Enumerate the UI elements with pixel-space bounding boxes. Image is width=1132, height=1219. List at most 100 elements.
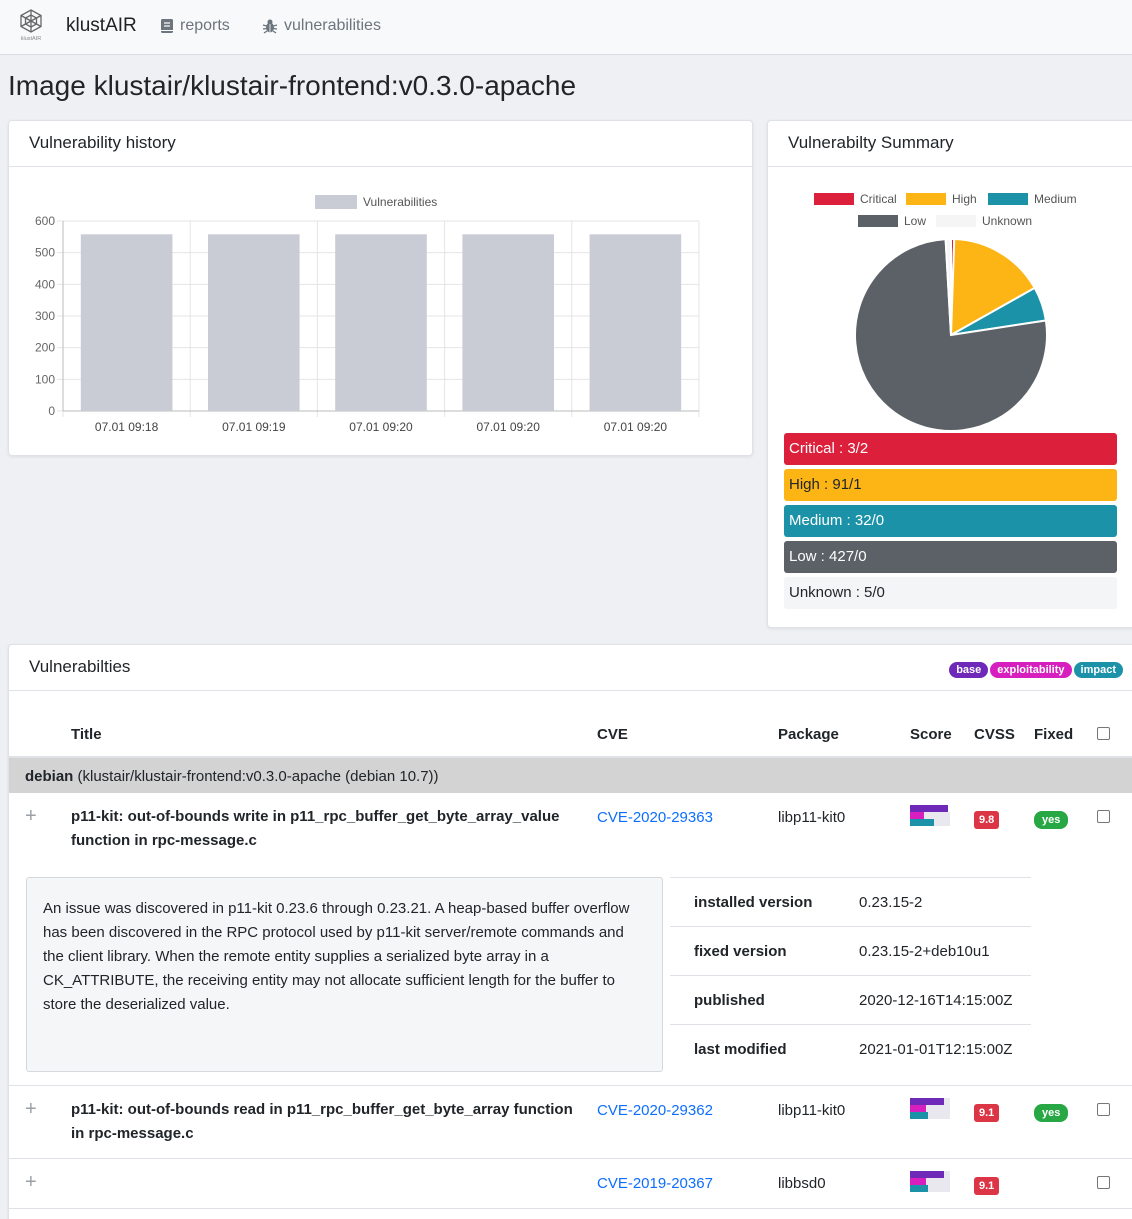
column-cve[interactable]: CVE [597, 726, 628, 743]
row-divider [9, 1158, 1132, 1159]
vuln-title: p11-kit: out-of-bounds read in p11_rpc_b… [71, 1101, 573, 1142]
score-legend: base exploitability impact [949, 662, 1123, 678]
bug-icon [262, 19, 278, 34]
cve-link[interactable]: CVE-2020-29362 [597, 1102, 713, 1119]
nav-vulnerabilities[interactable]: vulnerabilities [262, 17, 381, 35]
cve-link[interactable]: CVE-2019-20367 [597, 1175, 713, 1192]
brand-caption: klustAIR [21, 36, 42, 42]
vulnerability-history-card: Vulnerability history 0 100 200 300 400 500 60… [8, 120, 753, 456]
severity-bar-low: Low : 427/0 [784, 541, 1117, 573]
bar[interactable] [335, 234, 427, 411]
detail-value: 2020-12-16T14:15:00Z [859, 992, 1013, 1009]
legend-label: Unknown [982, 214, 1032, 228]
detail-label: last modified [694, 1041, 787, 1058]
column-score[interactable]: Score [910, 726, 952, 743]
detail-row-installed-version: installed version 0.23.15-2 [670, 877, 1031, 926]
group-row-debian: debian (klustair/klustair-frontend:v0.3.… [9, 758, 1132, 793]
score-chart-icon [910, 1171, 950, 1192]
fixed-badge: yes [1034, 811, 1069, 829]
page-title: Image klustair/klustair-frontend:v0.3.0-… [8, 70, 577, 101]
severity-bar-critical: Critical : 3/2 [784, 433, 1117, 465]
detail-value: 0.23.15-2 [859, 894, 923, 911]
row-checkbox[interactable] [1097, 1176, 1110, 1189]
vulnerability-summary-card: Vulnerabilty Summary Critical High Medium L… [767, 120, 1132, 628]
row-divider [9, 1208, 1132, 1209]
legend-swatch [988, 193, 1028, 205]
severity-bar-medium: Medium : 32/0 [784, 505, 1117, 537]
row-checkbox[interactable] [1097, 810, 1110, 823]
badge-impact: impact [1073, 662, 1123, 678]
navbar: klustAIR klustAIR reports vulnerabilitie… [0, 0, 1132, 55]
detail-label: fixed version [694, 943, 787, 960]
header-divider [9, 756, 1132, 758]
y-tick-label: 400 [35, 277, 55, 291]
detail-label: published [694, 992, 765, 1009]
detail-value: 2021-01-01T12:15:00Z [859, 1041, 1013, 1058]
y-tick-label: 300 [35, 309, 55, 323]
legend-swatch [906, 193, 946, 205]
package-name: libbsd0 [778, 1175, 826, 1192]
detail-label: installed version [694, 894, 813, 911]
column-cvss[interactable]: CVSS [974, 726, 1015, 743]
bar[interactable] [589, 234, 682, 411]
y-tick-label: 500 [35, 246, 55, 260]
x-tick-label: 07.01 09:18 [95, 420, 159, 434]
column-fixed[interactable]: Fixed [1034, 726, 1074, 743]
badge-base: base [949, 662, 989, 678]
badge-exploitability: exploitability [990, 662, 1072, 678]
bar[interactable] [80, 234, 173, 411]
legend-swatch [814, 193, 854, 205]
legend-swatch [315, 195, 357, 209]
legend-label: High [952, 192, 977, 206]
detail-row-last-modified: last modified 2021-01-01T12:15:00Z [670, 1024, 1031, 1073]
pie-slice-unknown[interactable] [944, 237, 952, 336]
x-tick-label: 07.01 09:20 [349, 420, 413, 434]
x-tick-label: 07.01 09:20 [604, 420, 668, 434]
row-checkbox[interactable] [1097, 1103, 1110, 1116]
column-package[interactable]: Package [778, 726, 839, 743]
bar[interactable] [208, 234, 300, 411]
brand-logo[interactable]: klustAIR [16, 8, 46, 42]
y-tick-label: 0 [48, 404, 55, 418]
y-tick-label: 600 [35, 214, 55, 228]
y-tick-label: 200 [35, 341, 55, 355]
vuln-title: p11-kit: out-of-bounds write in p11_rpc_… [71, 808, 560, 849]
detail-row-fixed-version: fixed version 0.23.15-2+deb10u1 [670, 926, 1031, 975]
legend-label: Critical [860, 192, 897, 206]
bar[interactable] [462, 234, 554, 411]
chart-legend: Vulnerabilities [315, 195, 437, 209]
legend-label: Medium [1034, 192, 1077, 206]
detail-value: 0.23.15-2+deb10u1 [859, 943, 990, 960]
legend-label: Vulnerabilities [363, 195, 437, 209]
score-chart-icon [910, 1098, 950, 1119]
cvss-badge: 9.8 [974, 811, 1000, 829]
vulnerability-history-chart: 0 100 200 300 400 500 600 07.01 09:18 07.01 09:1… [35, 195, 700, 434]
cvss-badge: 9.1 [974, 1177, 1000, 1195]
pie-slice-low[interactable] [854, 238, 1048, 432]
cvss-badge: 9.1 [974, 1104, 1000, 1122]
expand-icon[interactable]: + [25, 1098, 37, 1120]
vulnerability-summary-chart: Critical High Medium Low Unknown [814, 192, 1077, 432]
legend-swatch [936, 215, 976, 227]
vulnerability-summary-header: Vulnerabilty Summary [768, 121, 1132, 167]
score-chart-icon [910, 805, 950, 826]
select-all-checkbox[interactable] [1097, 727, 1110, 740]
pie-slice-high[interactable] [949, 238, 1037, 337]
x-tick-label: 07.01 09:20 [476, 420, 540, 434]
vuln-description: An issue was discovered in p11-kit 0.23.… [26, 877, 663, 1072]
expand-icon[interactable]: + [25, 805, 37, 827]
nav-reports[interactable]: reports [160, 17, 230, 35]
column-title[interactable]: Title [71, 726, 102, 743]
vulnerabilities-card: Vulnerabilties base exploitability impac… [8, 644, 1132, 1219]
cve-link[interactable]: CVE-2020-29363 [597, 809, 713, 826]
legend-label: Low [904, 214, 926, 228]
severity-bar-unknown: Unknown : 5/0 [784, 577, 1117, 609]
x-tick-label: 07.01 09:19 [222, 420, 286, 434]
expand-icon[interactable]: + [25, 1171, 37, 1193]
brand-name[interactable]: klustAIR [66, 15, 137, 36]
package-name: libp11-kit0 [778, 809, 846, 826]
fixed-badge: yes [1034, 1104, 1069, 1122]
klustair-logo-icon: klustAIR [20, 9, 42, 42]
vulnerabilities-header: Vulnerabilties [9, 645, 1132, 691]
legend-swatch [858, 215, 898, 227]
